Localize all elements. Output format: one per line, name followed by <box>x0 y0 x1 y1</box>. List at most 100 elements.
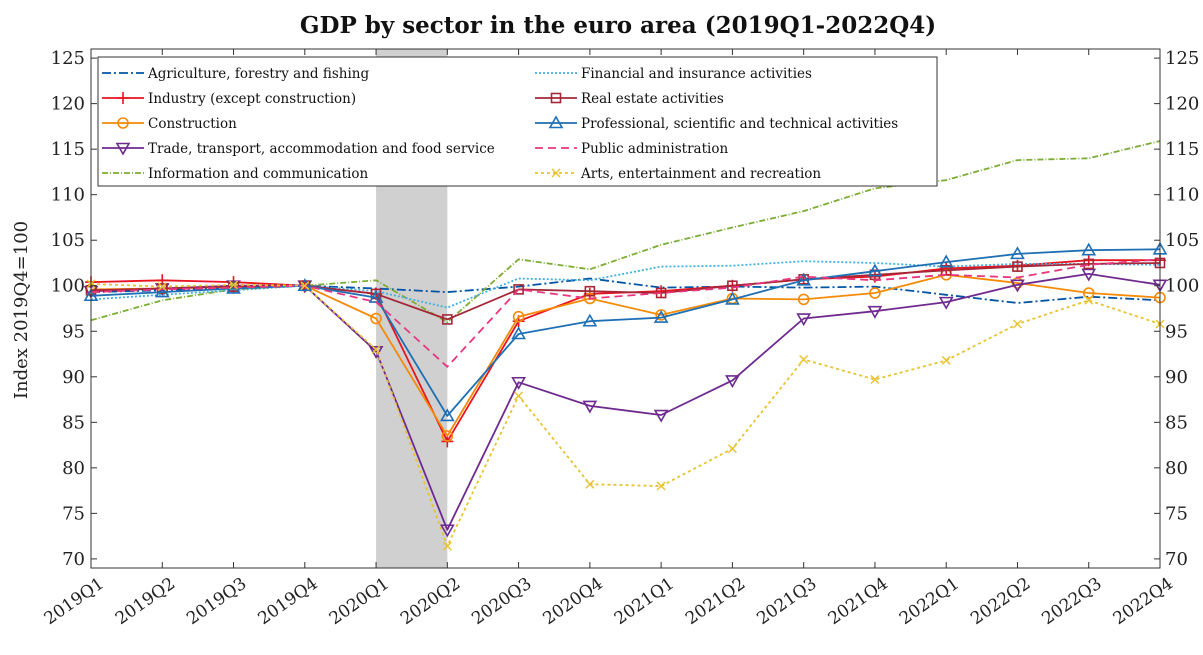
data-point <box>514 391 524 401</box>
data-point <box>796 313 812 327</box>
data-point <box>799 354 809 364</box>
y-tick-label-left: 105 <box>51 230 85 251</box>
legend-label: Information and communication <box>148 166 368 182</box>
data-point <box>797 293 810 306</box>
legend-label: Agriculture, forestry and fishing <box>147 66 369 82</box>
data-point <box>869 287 881 299</box>
series-layer <box>83 140 1168 551</box>
y-tick-label-right: 95 <box>1165 321 1188 342</box>
y-tick-label-left: 115 <box>51 139 85 160</box>
series-9 <box>86 279 1165 551</box>
legend-box <box>97 56 938 187</box>
y-tick-label-right: 80 <box>1165 458 1188 479</box>
x-tick-label: 2019Q1 <box>41 574 108 629</box>
legend-item: Agriculture, forestry and fishing <box>102 66 369 82</box>
data-point <box>938 296 954 310</box>
y-tick-label-right: 120 <box>1165 94 1199 115</box>
y-tick-label-left: 80 <box>62 458 85 479</box>
data-point <box>157 282 167 292</box>
legend-marker <box>551 168 561 178</box>
legend-item: Construction <box>102 116 237 132</box>
x-tick-label: 2020Q3 <box>468 574 535 629</box>
data-point <box>941 355 951 365</box>
chart-title: GDP by sector in the euro area (2019Q1-2… <box>300 12 936 39</box>
data-point <box>582 313 598 327</box>
data-point <box>1010 246 1025 260</box>
y-axis-label: Index 2019Q4=100 <box>11 221 32 399</box>
y-tick-label-right: 100 <box>1165 276 1199 297</box>
data-point <box>370 312 382 325</box>
y-tick-label-left: 120 <box>51 94 85 115</box>
y-tick-label-left: 110 <box>51 185 85 206</box>
y-tick-label-right: 90 <box>1165 367 1188 388</box>
y-tick-label-right: 85 <box>1165 412 1188 433</box>
legend-marker <box>550 92 562 104</box>
data-point <box>513 284 524 295</box>
x-tick-label: 2022Q3 <box>1038 574 1105 629</box>
legend-item: Financial and insurance activities <box>535 66 812 82</box>
data-point <box>229 280 239 290</box>
y-tick-label-left: 95 <box>62 321 85 342</box>
x-tick-label: 2019Q3 <box>183 574 250 629</box>
data-point <box>584 285 596 297</box>
y-tick-label-left: 85 <box>62 412 85 433</box>
data-point <box>938 254 954 268</box>
y-tick-label-left: 70 <box>62 549 85 570</box>
data-point <box>1012 319 1022 329</box>
data-point <box>653 409 669 423</box>
data-point <box>439 408 455 422</box>
y-tick-label-right: 105 <box>1165 230 1199 251</box>
data-point <box>1081 242 1097 256</box>
legend-label: Public administration <box>581 141 728 157</box>
data-point <box>300 281 310 291</box>
data-point <box>867 305 883 319</box>
legend-marker <box>115 142 131 156</box>
y-tick-label-right: 70 <box>1165 549 1188 570</box>
data-point <box>1012 261 1023 272</box>
data-point <box>511 376 526 390</box>
series-3 <box>83 268 1168 538</box>
series-2 <box>85 269 1166 442</box>
data-point <box>940 264 952 276</box>
legend-label: Professional, scientific and technical a… <box>581 116 898 132</box>
legend-item: Real estate activities <box>535 91 724 107</box>
data-point <box>511 326 526 340</box>
legend-label: Financial and insurance activities <box>581 66 812 82</box>
data-point <box>725 375 740 389</box>
y-tick-label-left: 75 <box>62 503 85 524</box>
series-8 <box>90 258 1161 368</box>
x-tick-label: 2021Q1 <box>611 574 678 629</box>
data-point <box>796 272 812 286</box>
legend-label: Trade, transport, accommodation and food… <box>148 141 495 157</box>
data-point <box>371 344 381 354</box>
series-line <box>90 262 1161 321</box>
y-tick-label-left: 125 <box>51 48 85 69</box>
x-tick-label: 2019Q4 <box>254 574 321 629</box>
series-line <box>90 283 1161 547</box>
series-6 <box>85 257 1166 325</box>
legend-item: Industry (except construction) <box>102 91 356 107</box>
series-line <box>90 273 1161 437</box>
data-point <box>1081 268 1097 282</box>
y-tick-label-right: 75 <box>1165 503 1188 524</box>
x-tick-label: 2022Q1 <box>896 574 963 629</box>
legend-item: Information and communication <box>102 166 368 182</box>
data-point <box>655 309 667 321</box>
data-point <box>727 280 738 292</box>
x-tick-label: 2021Q4 <box>825 574 892 629</box>
legend-item: Arts, entertainment and recreation <box>535 166 821 182</box>
y-tick-label-right: 125 <box>1165 48 1199 69</box>
data-point <box>1082 287 1095 299</box>
series-line <box>90 248 1161 417</box>
legend: Agriculture, forestry and fishing Industr… <box>97 56 938 187</box>
data-point <box>439 524 455 538</box>
data-point <box>512 310 525 323</box>
legend-label: Industry (except construction) <box>148 91 356 107</box>
x-tick-label: 2020Q1 <box>326 574 393 629</box>
data-point <box>1010 279 1025 293</box>
x-tick-label: 2019Q2 <box>112 574 179 629</box>
x-tick-label: 2022Q2 <box>967 574 1034 629</box>
data-point <box>154 284 170 298</box>
legend-marker <box>117 117 129 129</box>
